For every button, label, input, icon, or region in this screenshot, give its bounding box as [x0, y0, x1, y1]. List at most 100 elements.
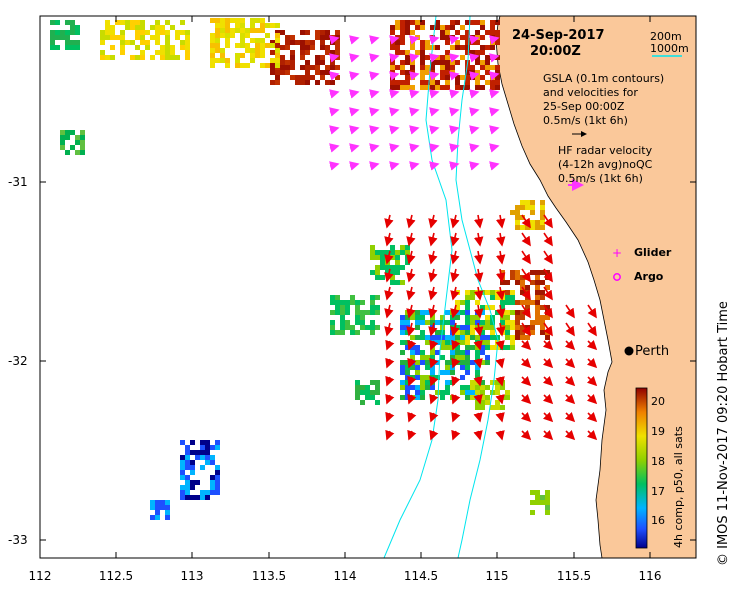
sst-pixel	[320, 70, 325, 75]
sst-pixel	[420, 350, 425, 355]
sst-pixel	[530, 200, 535, 205]
sst-pixel	[380, 265, 385, 270]
sst-pixel	[385, 250, 390, 255]
sst-pixel	[155, 500, 160, 505]
sst-pixel	[210, 475, 215, 480]
current-arrow	[349, 53, 360, 63]
sst-pixel	[400, 70, 405, 75]
sst-pixel	[475, 300, 480, 305]
sst-pixel	[445, 25, 450, 30]
sst-pixel	[510, 320, 515, 325]
sst-pixel	[400, 85, 405, 90]
sst-pixel	[460, 375, 465, 380]
sst-pixel	[345, 305, 350, 310]
sst-pixel	[205, 455, 210, 460]
sst-pixel	[50, 20, 55, 25]
current-arrow	[473, 394, 483, 405]
sst-pixel	[460, 340, 465, 345]
sst-pixel	[405, 60, 410, 65]
current-arrow	[473, 286, 484, 301]
sst-pixel	[405, 250, 410, 255]
sst-pixel	[510, 335, 515, 340]
sst-pixel	[120, 30, 125, 35]
sst-pixel	[275, 23, 280, 28]
sst-pixel	[355, 330, 360, 335]
current-arrow	[409, 35, 420, 45]
sst-pixel	[140, 35, 145, 40]
sst-pixel	[480, 45, 485, 50]
sst-pixel	[535, 270, 540, 275]
sst-pixel	[515, 220, 520, 225]
sst-pixel	[135, 35, 140, 40]
sst-pixel	[370, 380, 375, 385]
sst-pixel	[440, 70, 445, 75]
current-arrow	[520, 357, 532, 369]
sst-pixel	[180, 495, 185, 500]
sst-pixel	[335, 65, 340, 70]
current-arrow	[520, 339, 532, 351]
sst-pixel	[420, 20, 425, 25]
sst-pixel	[400, 385, 405, 390]
current-arrow	[449, 161, 460, 171]
current-arrow	[407, 357, 417, 369]
current-arrow	[429, 89, 440, 99]
sst-pixel	[75, 25, 80, 30]
sst-pixel	[500, 405, 505, 410]
sst-pixel	[190, 470, 195, 475]
current-arrow	[385, 393, 395, 405]
sst-pixel	[445, 70, 450, 75]
current-arrow	[369, 107, 380, 117]
sst-pixel	[465, 65, 470, 70]
sst-pixel	[295, 75, 300, 80]
sst-pixel	[515, 280, 520, 285]
sst-pixel	[465, 295, 470, 300]
sst-pixel	[235, 53, 240, 58]
sst-pixel	[345, 325, 350, 330]
sst-pixel	[480, 325, 485, 330]
sst-pixel	[445, 30, 450, 35]
sst-pixel	[60, 135, 65, 140]
sst-pixel	[75, 140, 80, 145]
sst-pixel	[505, 310, 510, 315]
sst-pixel	[120, 40, 125, 45]
current-arrow	[450, 304, 460, 319]
sst-pixel	[425, 380, 430, 385]
sst-pixel	[540, 220, 545, 225]
colorbar-tick-17: 17	[651, 485, 665, 498]
current-arrow	[473, 340, 483, 351]
sst-pixel	[460, 310, 465, 315]
current-arrow	[349, 107, 360, 117]
sst-pixel	[150, 25, 155, 30]
sst-pixel	[485, 320, 490, 325]
sst-pixel	[275, 75, 280, 80]
sst-pixel	[455, 40, 460, 45]
sst-pixel	[480, 360, 485, 365]
current-arrow	[449, 35, 460, 45]
sst-pixel	[465, 390, 470, 395]
sst-pixel	[450, 20, 455, 25]
sst-pixel	[360, 325, 365, 330]
sst-pixel	[270, 65, 275, 70]
sst-pixel	[395, 265, 400, 270]
sst-pixel	[470, 40, 475, 45]
sst-pixel	[255, 43, 260, 48]
sst-pixel	[485, 30, 490, 35]
sst-pixel	[135, 20, 140, 25]
sst-pixel	[525, 305, 530, 310]
current-arrow	[429, 143, 440, 153]
sst-pixel	[185, 485, 190, 490]
sst-pixel	[65, 20, 70, 25]
sst-pixel	[485, 335, 490, 340]
sst-pixel	[385, 265, 390, 270]
current-arrow	[451, 375, 461, 387]
current-arrow	[473, 412, 483, 423]
current-arrow	[429, 161, 440, 171]
sst-pixel	[460, 350, 465, 355]
sst-pixel	[335, 45, 340, 50]
sst-pixel	[275, 48, 280, 53]
sst-pixel	[530, 330, 535, 335]
sst-pixel	[420, 25, 425, 30]
sst-pixel	[485, 400, 490, 405]
sst-pixel	[50, 45, 55, 50]
